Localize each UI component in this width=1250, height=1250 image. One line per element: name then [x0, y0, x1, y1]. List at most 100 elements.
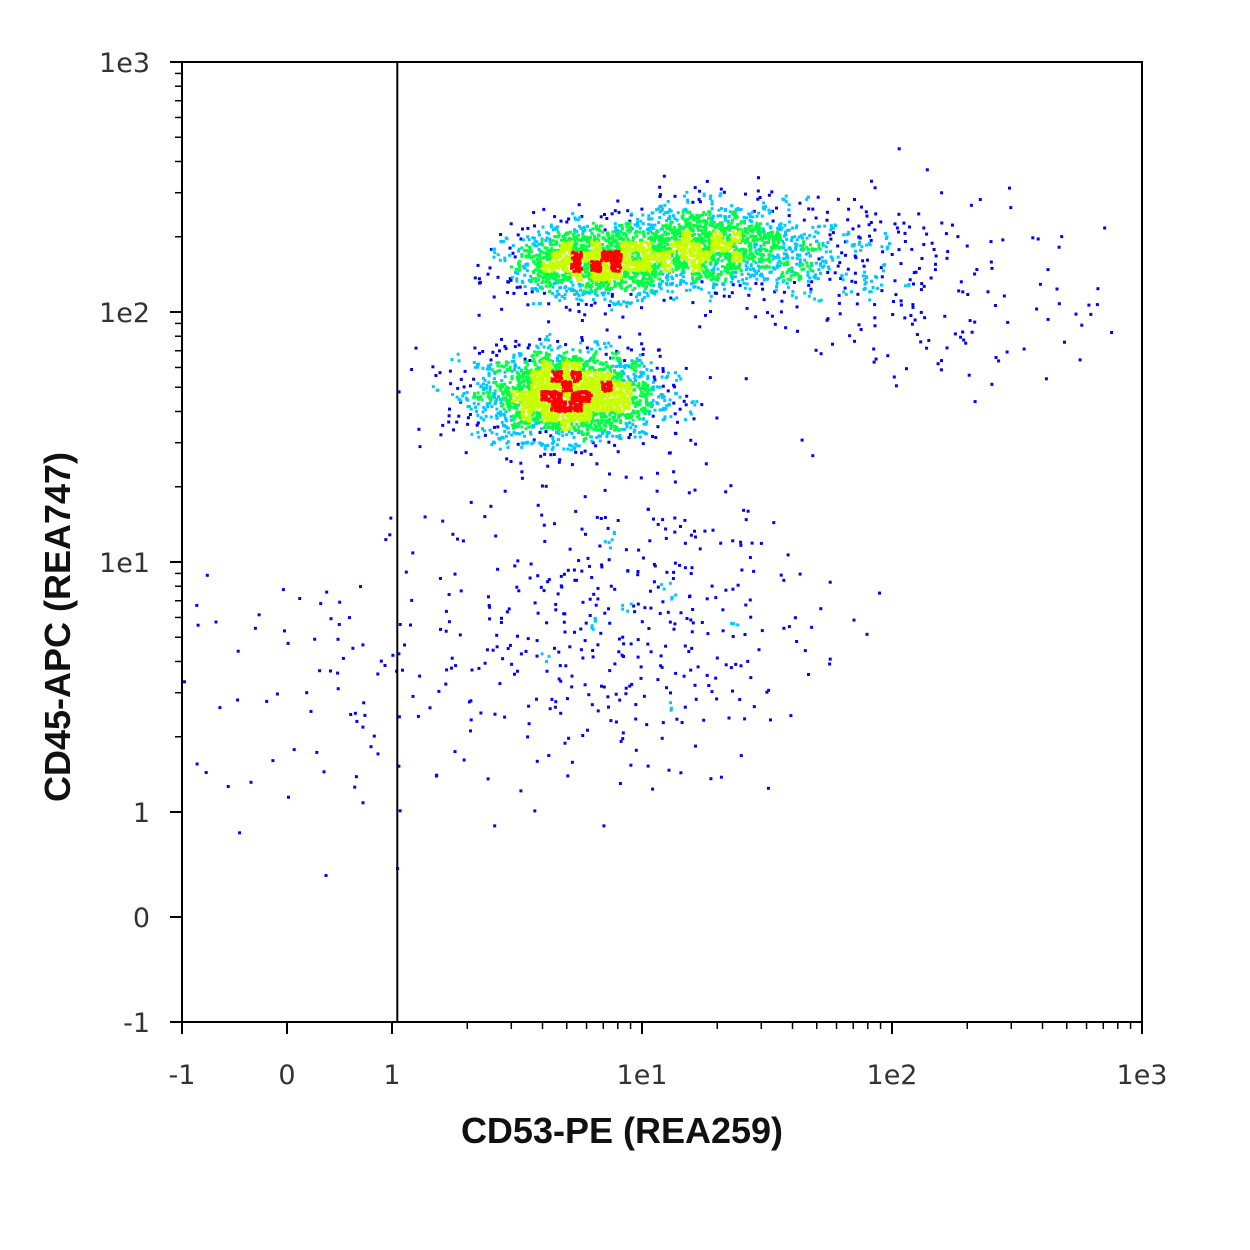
- data-point: [684, 207, 688, 211]
- data-point: [540, 240, 544, 244]
- data-point: [850, 290, 853, 294]
- data-point: [762, 201, 766, 205]
- data-point: [625, 425, 629, 429]
- data-point: [641, 213, 645, 217]
- data-point: [655, 289, 659, 293]
- data-point: [638, 332, 642, 336]
- data-point: [1038, 282, 1042, 286]
- data-point: [612, 375, 616, 379]
- data-point: [487, 371, 491, 375]
- data-point: [675, 218, 679, 222]
- data-point: [646, 277, 650, 281]
- data-point: [620, 226, 624, 230]
- data-point: [620, 286, 624, 290]
- data-point: [490, 405, 494, 409]
- data-point: [448, 369, 452, 373]
- data-point: [892, 375, 896, 379]
- data-point: [666, 289, 670, 293]
- data-point: [742, 215, 746, 219]
- data-point: [788, 246, 792, 250]
- data-point: [397, 764, 401, 768]
- data-point: [526, 346, 530, 350]
- data-point: [569, 280, 573, 284]
- data-point: [752, 238, 756, 242]
- data-point: [740, 220, 744, 224]
- data-point: [606, 392, 610, 396]
- data-point: [495, 633, 499, 637]
- data-point: [805, 236, 809, 240]
- data-point: [645, 285, 648, 289]
- data-point: [698, 214, 702, 218]
- data-point: [771, 219, 775, 223]
- data-point: [353, 785, 357, 789]
- data-point: [652, 517, 655, 521]
- data-point: [807, 283, 811, 287]
- data-point: [614, 381, 618, 384]
- data-point: [506, 280, 510, 284]
- data-point: [755, 225, 759, 229]
- data-point: [642, 406, 646, 410]
- data-point: [542, 589, 546, 593]
- data-point: [555, 415, 559, 419]
- data-point: [770, 234, 774, 238]
- data-point: [547, 231, 551, 235]
- data-point: [688, 247, 692, 251]
- data-point: [548, 239, 552, 243]
- data-point: [620, 397, 624, 401]
- data-point: [488, 401, 492, 405]
- data-point: [650, 401, 654, 405]
- data-point: [515, 406, 519, 410]
- data-point: [729, 484, 733, 488]
- data-point: [679, 611, 683, 615]
- data-point: [625, 225, 629, 229]
- data-point: [684, 222, 688, 226]
- data-point: [735, 247, 739, 251]
- data-point: [574, 442, 578, 446]
- data-point: [774, 243, 778, 247]
- data-point: [662, 261, 666, 264]
- data-point: [271, 759, 275, 763]
- data-point: [724, 490, 728, 494]
- data-point: [577, 425, 581, 429]
- data-point: [1057, 245, 1061, 249]
- data-point: [551, 239, 555, 243]
- data-point: [671, 214, 675, 218]
- data-point: [561, 434, 565, 438]
- data-point: [570, 237, 574, 241]
- data-point: [632, 368, 636, 372]
- data-point: [518, 382, 522, 385]
- data-point: [491, 648, 495, 652]
- data-point: [641, 353, 645, 356]
- data-point: [605, 217, 609, 220]
- data-point: [573, 578, 577, 582]
- data-point: [632, 411, 636, 414]
- data-point: [583, 495, 587, 499]
- data-point: [496, 253, 500, 257]
- data-point: [516, 423, 520, 427]
- data-point: [629, 391, 633, 395]
- data-point: [547, 412, 551, 416]
- data-point: [770, 190, 774, 194]
- data-point: [796, 273, 800, 277]
- data-point: [768, 258, 772, 262]
- data-point: [675, 232, 679, 235]
- data-point: [498, 682, 502, 686]
- data-point: [745, 282, 749, 286]
- data-point: [591, 415, 595, 419]
- data-point: [756, 264, 760, 268]
- data-point: [583, 423, 587, 427]
- data-point: [530, 381, 533, 385]
- data-point: [672, 401, 676, 405]
- data-point: [723, 218, 727, 222]
- data-point: [497, 361, 501, 365]
- data-point: [658, 246, 662, 250]
- data-point: [528, 419, 532, 423]
- data-point: [543, 272, 547, 276]
- data-point: [577, 282, 581, 286]
- data-point: [652, 239, 656, 243]
- data-point: [868, 234, 871, 238]
- data-point: [757, 176, 760, 180]
- data-point: [705, 673, 709, 677]
- data-point: [594, 391, 598, 395]
- data-point: [703, 235, 707, 239]
